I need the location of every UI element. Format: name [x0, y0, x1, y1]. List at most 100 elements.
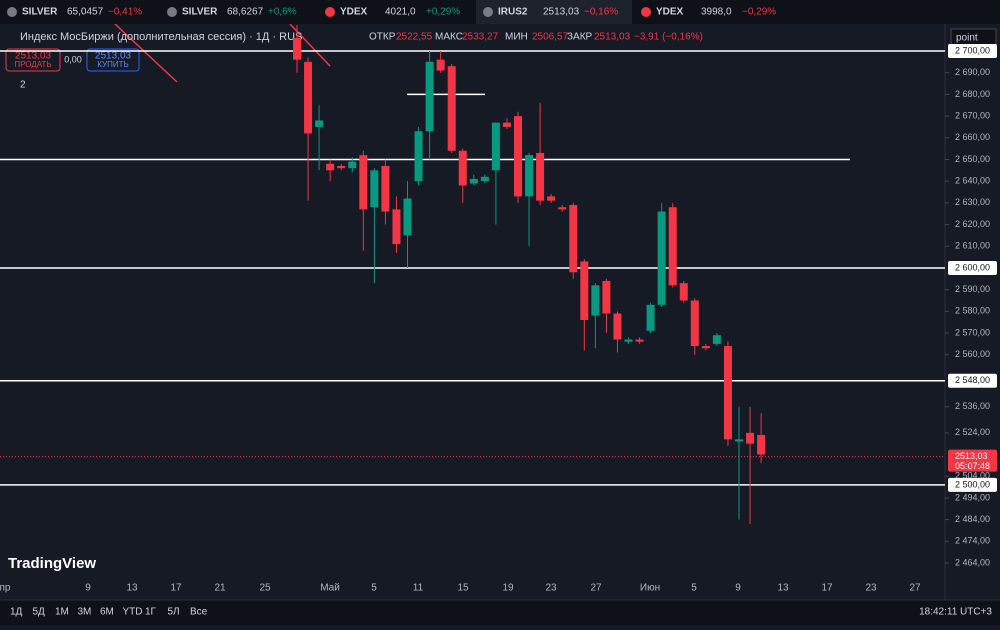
candle-body	[624, 339, 633, 342]
stat-value: 2533,27	[462, 32, 499, 43]
sell-price: 2513,03	[15, 51, 52, 62]
x-tick-label: 27	[590, 583, 602, 594]
stat-value: 2513,03	[594, 32, 631, 43]
level-box	[948, 44, 997, 58]
candle-body	[701, 346, 710, 349]
candle-body	[602, 280, 611, 314]
indicator-count: 2	[20, 80, 26, 91]
tab-price: 2513,03	[543, 7, 580, 18]
tab-price: 3998,0	[701, 7, 732, 18]
buy-price: 2513,03	[95, 51, 132, 62]
candle-body	[591, 285, 600, 316]
candle-body	[657, 211, 666, 305]
logo: TradingView	[8, 555, 96, 572]
x-tick-label: 23	[545, 583, 557, 594]
candle-body	[304, 61, 313, 134]
candle-body	[690, 300, 699, 347]
range-button[interactable]: 3М	[78, 607, 92, 618]
x-tick-label: 25	[259, 583, 271, 594]
y-tick-label: 2 464,00	[955, 557, 990, 567]
candle-body	[757, 435, 766, 455]
range-button[interactable]: 5Д	[33, 607, 46, 618]
buy-label: КУПИТЬ	[97, 60, 128, 69]
x-tick-label: 19	[502, 583, 514, 594]
x-tick-label: 23	[865, 583, 877, 594]
candle-body	[646, 304, 655, 331]
x-tick-label: 27	[909, 583, 921, 594]
tab[interactable]	[0, 0, 156, 24]
last-time: 05:07:48	[955, 461, 990, 471]
tab-change: −0,16%	[584, 7, 618, 18]
y-tick-label: 2 580,00	[955, 306, 990, 316]
range-button[interactable]: 1Д	[10, 607, 23, 618]
candle-body	[337, 165, 346, 169]
tab-change: +0,29%	[426, 7, 460, 18]
tab-change: +0,6%	[268, 7, 297, 18]
y-tick-label: 2 590,00	[955, 284, 990, 294]
y-tick-label: 2 504,00	[955, 471, 990, 481]
y-tick-label: 2 536,00	[955, 401, 990, 411]
time-axis	[0, 575, 945, 600]
x-tick-label: 17	[821, 583, 833, 594]
search-text: point	[956, 33, 978, 44]
candle-body	[392, 209, 401, 245]
tab-price: 4021,0	[385, 7, 416, 18]
candle-body	[447, 66, 456, 151]
y-tick-label: 2 660,00	[955, 132, 990, 142]
level-label: 2 600,00	[955, 262, 990, 272]
y-tick-label: 2 570,00	[955, 327, 990, 337]
level-box	[948, 477, 997, 492]
last-price-box	[948, 449, 997, 472]
candle-body	[436, 59, 445, 71]
spread: 0,00	[64, 54, 82, 64]
candle-body	[370, 170, 379, 208]
stat-value: 2522,55	[396, 32, 433, 43]
x-tick-label: 17	[170, 583, 182, 594]
tab[interactable]	[476, 0, 632, 24]
tab[interactable]	[318, 0, 474, 24]
y-tick-label: 2 610,00	[955, 241, 990, 251]
candle-body	[635, 339, 644, 342]
x-tick-label: 13	[777, 583, 789, 594]
y-tick-label: 2 474,00	[955, 536, 990, 546]
clock: 18:42:11 UTC+3	[919, 607, 992, 618]
y-tick-label: 2 650,00	[955, 154, 990, 164]
x-tick-label: 5	[691, 583, 697, 594]
tab-symbol: YDEX	[656, 7, 684, 18]
x-tick-label: Май	[320, 583, 340, 594]
candle-body	[746, 432, 755, 444]
x-tick-label: 11	[413, 583, 424, 594]
candle-body	[359, 155, 368, 210]
tab-symbol: IRUS2	[498, 7, 528, 18]
range-button[interactable]: 6М	[100, 607, 114, 618]
range-button[interactable]: Все	[190, 607, 208, 618]
candle-body	[514, 116, 522, 197]
tab-icon	[483, 7, 493, 17]
range-button[interactable]: 1Г	[145, 607, 157, 618]
stat-label: ОТКР	[369, 32, 396, 43]
y-tick-label: 2 484,00	[955, 514, 990, 524]
sell-button[interactable]	[5, 48, 61, 72]
tab[interactable]	[160, 0, 316, 24]
y-tick-label: 2 670,00	[955, 110, 990, 120]
buy-button[interactable]	[86, 48, 140, 72]
x-tick-label: 9	[735, 583, 741, 594]
candle-body	[469, 179, 478, 184]
range-button[interactable]: YTD	[123, 607, 143, 618]
range-button[interactable]: 1М	[55, 607, 69, 618]
range-button[interactable]: 5Л	[168, 607, 180, 618]
candle-body	[547, 196, 556, 201]
y-tick-label: 2 620,00	[955, 219, 990, 229]
tab[interactable]	[634, 0, 790, 24]
x-tick-label: 13	[126, 583, 138, 594]
candle-body	[668, 207, 677, 286]
y-tick-label: 2 630,00	[955, 197, 990, 207]
level-box	[948, 260, 997, 275]
tab-price: 68,6267	[227, 7, 264, 18]
x-tick-label: 21	[214, 583, 226, 594]
candle-body	[580, 261, 589, 321]
tab-icon	[7, 7, 17, 17]
candle-body	[315, 120, 324, 127]
y-tick-label: 2 680,00	[955, 89, 990, 99]
candle-body	[558, 207, 567, 210]
